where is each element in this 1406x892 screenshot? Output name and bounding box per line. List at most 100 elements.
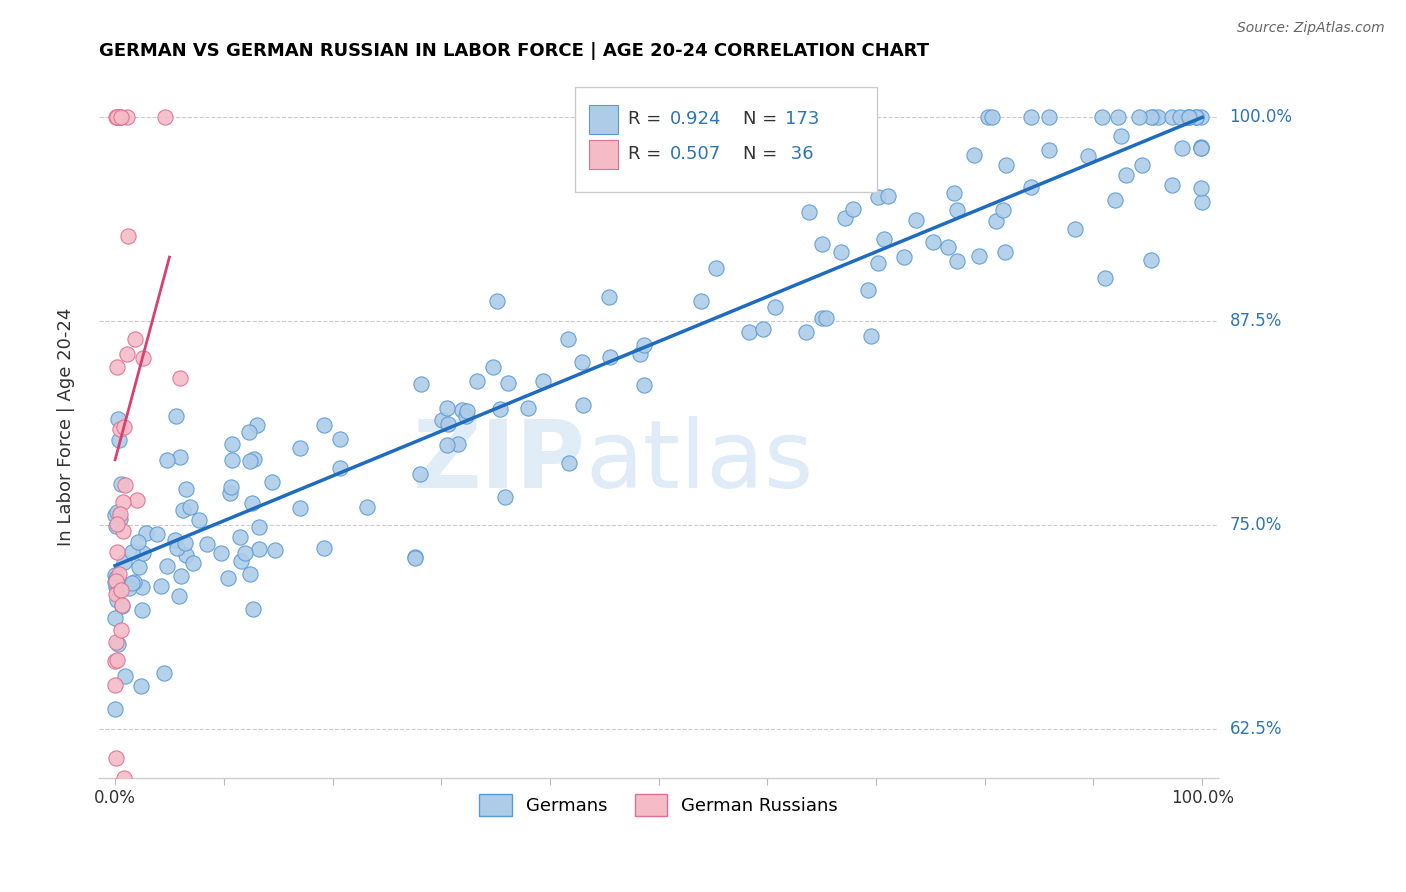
Point xyxy=(105,111,128,125)
Point xyxy=(409,377,432,392)
Point xyxy=(174,482,197,496)
Point xyxy=(117,229,139,244)
Point xyxy=(628,346,651,360)
Point xyxy=(150,579,173,593)
Point xyxy=(599,351,621,365)
Y-axis label: In Labor Force | Age 20-24: In Labor Force | Age 20-24 xyxy=(58,308,75,546)
Point xyxy=(132,351,155,365)
Point xyxy=(1161,178,1184,192)
Point xyxy=(517,401,540,415)
Point xyxy=(288,501,311,516)
Point xyxy=(1189,181,1212,195)
Text: R =: R = xyxy=(628,110,668,128)
Point xyxy=(239,454,262,468)
Point xyxy=(221,437,243,451)
Point xyxy=(187,513,209,527)
Point xyxy=(108,512,131,526)
Point xyxy=(112,555,135,569)
Point xyxy=(104,586,127,600)
Point xyxy=(963,148,986,162)
Point xyxy=(104,654,127,668)
Point xyxy=(107,111,129,125)
Point xyxy=(153,666,176,681)
Point xyxy=(105,111,128,125)
Point xyxy=(247,520,270,534)
Point xyxy=(110,111,132,125)
Text: N =: N = xyxy=(742,145,783,162)
Point xyxy=(1147,111,1170,125)
Point xyxy=(105,635,128,649)
Point xyxy=(131,580,153,594)
Point xyxy=(127,535,149,549)
FancyBboxPatch shape xyxy=(589,104,619,134)
Point xyxy=(1038,111,1060,125)
Point xyxy=(108,507,131,521)
Point xyxy=(404,551,426,566)
Point xyxy=(946,202,969,217)
Point xyxy=(572,398,595,412)
Point xyxy=(1019,111,1042,125)
Point xyxy=(893,250,915,264)
Point xyxy=(110,111,132,125)
Point xyxy=(104,574,127,588)
Point xyxy=(993,202,1015,217)
Point xyxy=(105,111,128,125)
Point xyxy=(936,240,959,254)
Point xyxy=(221,452,243,467)
Point xyxy=(558,456,581,470)
Point xyxy=(830,244,852,259)
Point xyxy=(108,433,131,447)
Point xyxy=(172,503,194,517)
Text: N =: N = xyxy=(742,110,783,128)
Point xyxy=(104,574,127,589)
Point xyxy=(1094,271,1116,285)
Point xyxy=(229,530,252,544)
Point xyxy=(1139,111,1161,125)
Point xyxy=(176,548,198,562)
Point xyxy=(115,347,138,361)
Point xyxy=(494,490,516,504)
Point xyxy=(531,374,554,388)
Point xyxy=(1191,141,1213,155)
Point xyxy=(994,245,1017,260)
Point xyxy=(105,652,128,666)
Point xyxy=(125,493,148,508)
Point xyxy=(135,525,157,540)
Point xyxy=(105,359,128,374)
Point xyxy=(104,518,127,533)
Point xyxy=(571,354,593,368)
Point xyxy=(107,412,129,426)
Point xyxy=(167,589,190,603)
Point xyxy=(104,568,127,582)
Point xyxy=(221,480,243,494)
Point xyxy=(404,550,426,565)
Point xyxy=(146,526,169,541)
Point xyxy=(114,477,136,491)
Point xyxy=(264,543,287,558)
Point xyxy=(163,533,186,547)
Point xyxy=(797,204,820,219)
Text: ZIP: ZIP xyxy=(413,417,586,508)
Point xyxy=(706,261,728,276)
Point xyxy=(814,311,837,326)
Point xyxy=(904,213,927,227)
Point xyxy=(105,571,128,585)
Point xyxy=(447,437,470,451)
Point xyxy=(866,256,889,270)
Point xyxy=(166,541,188,555)
Point xyxy=(156,452,179,467)
Point xyxy=(124,332,146,346)
Point xyxy=(288,441,311,455)
Point xyxy=(1171,141,1194,155)
Point xyxy=(811,311,834,326)
Point xyxy=(1077,148,1099,162)
Point xyxy=(110,583,132,598)
Point xyxy=(409,467,432,481)
Point xyxy=(121,545,143,559)
Point xyxy=(866,190,889,204)
Point xyxy=(811,237,834,252)
Point xyxy=(105,516,128,531)
Point xyxy=(946,254,969,268)
Point xyxy=(129,679,152,693)
Point xyxy=(872,232,894,246)
